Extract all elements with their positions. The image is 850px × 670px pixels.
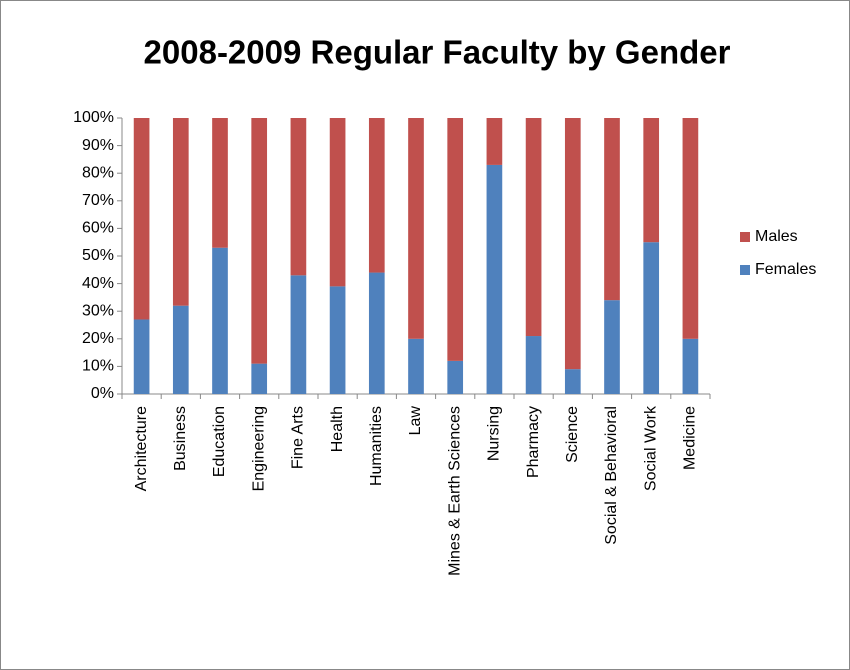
bar-segment [486,118,503,165]
bar-segment [251,363,268,394]
bar-segment [172,118,189,306]
y-tick-label: 80% [82,164,114,181]
x-tick-label: Medicine [682,406,699,470]
x-tick-label: Mines & Earth Sciences [446,406,463,576]
x-tick-label: Science [564,406,581,463]
bar-segment [408,338,424,394]
x-tick-label: Nursing [486,406,503,461]
bar-segment [133,118,150,320]
x-tick-label: Engineering [250,406,267,491]
y-tick-label: 40% [82,275,114,292]
legend-label: Females [755,261,816,278]
x-tick-label: Education [211,406,228,477]
bar-segment [486,164,503,394]
x-tick-label: Business [172,406,189,471]
x-tick-label: Humanities [368,406,385,486]
bar-segment [329,286,346,394]
bar-segment [133,319,150,394]
bar-segment [172,305,189,394]
bar-segment [682,118,699,339]
bar-segment [564,369,581,394]
y-tick-label: 30% [82,302,114,319]
chart-title: 2008-2009 Regular Faculty by Gender [144,34,731,71]
bar-segment [564,118,581,370]
bar-segment [368,272,385,394]
x-tick-label: Fine Arts [290,406,307,469]
y-tick-label: 50% [82,247,114,264]
bar-segment [525,118,542,337]
bar-segment [251,118,268,364]
bar-segment [408,118,424,339]
bar-segment [604,300,620,394]
y-tick-label: 10% [82,358,114,375]
bar-segment [525,336,542,394]
bar-segment [447,118,464,361]
x-tick-label: Social Work [642,405,659,491]
bar-segment [604,118,620,301]
y-tick-label: 60% [82,220,114,237]
legend-swatch [740,232,750,242]
bar-segment [290,275,307,394]
bar-segment [368,118,385,273]
y-tick-label: 70% [82,192,114,209]
legend-swatch [740,265,750,275]
x-tick-label: Social & Behavioral [603,406,620,545]
y-tick-label: 0% [91,385,114,402]
y-tick-label: 100% [73,109,114,126]
x-tick-label: Health [329,406,346,452]
bar-segment [329,118,346,287]
bar-segment [212,118,228,248]
x-tick-label: Law [407,406,424,436]
bar-segment [643,242,660,394]
bar-segment [212,247,228,394]
bar-segment [290,118,307,276]
bar-segment [447,360,464,394]
y-tick-label: 20% [82,330,114,347]
x-tick-label: Architecture [133,406,150,491]
y-tick-label: 90% [82,137,114,154]
x-tick-label: Pharmacy [525,406,542,478]
bar-segment [643,118,660,243]
legend-label: Males [755,228,798,245]
bar-segment [682,338,699,394]
